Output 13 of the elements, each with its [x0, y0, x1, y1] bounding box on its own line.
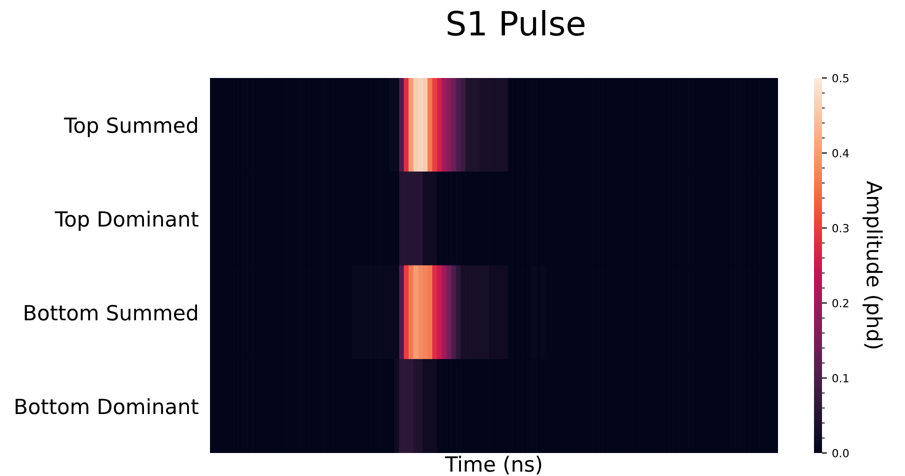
color-bar-label: 0.5: [832, 74, 848, 82]
x-axis-title: Time (ns): [444, 456, 542, 474]
y-tick-label: Top Dominant: [54, 210, 198, 231]
y-tick-label: Bottom Summed: [24, 304, 197, 321]
y-tick-label: Bottom Dominant: [16, 398, 198, 414]
color-bar-title: Amplitude (phd): [862, 181, 883, 348]
color-bar-label: 0.4: [832, 148, 849, 158]
color-bar-label: 0.0: [832, 448, 849, 458]
color-bar-label: 0.2: [832, 298, 848, 308]
chart-title: S1 Pulse: [448, 10, 584, 36]
color-bar-label: 0.1: [832, 374, 848, 382]
y-tick-label: Top Summed: [64, 116, 197, 138]
color-bar-label: 0.3: [832, 224, 848, 232]
